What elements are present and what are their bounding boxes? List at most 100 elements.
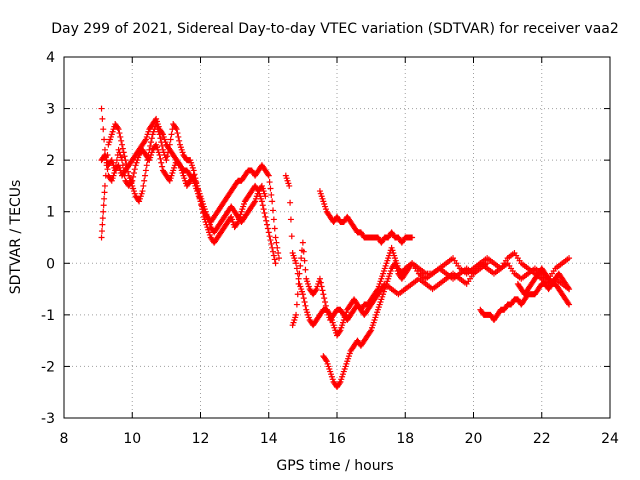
data-point <box>165 145 172 152</box>
data-point <box>299 291 306 298</box>
series-track-i <box>514 265 573 298</box>
data-point <box>270 252 277 259</box>
data-point <box>288 233 295 240</box>
data-point <box>130 170 137 177</box>
data-point <box>566 286 573 293</box>
data-point <box>270 207 277 214</box>
data-point <box>266 179 273 186</box>
grid <box>64 57 610 418</box>
data-point <box>100 202 107 209</box>
data-point <box>269 244 276 251</box>
data-point <box>301 257 308 264</box>
data-point <box>117 133 124 140</box>
data-point <box>234 220 241 227</box>
data-point <box>101 189 108 196</box>
data-point <box>167 136 174 143</box>
data-point <box>272 234 279 241</box>
data-point <box>409 234 416 241</box>
data-point <box>336 328 343 335</box>
y-tick-label: -1 <box>41 308 55 324</box>
y-tick-label: -3 <box>41 411 55 427</box>
data-point <box>148 135 155 142</box>
data-point <box>157 135 164 142</box>
data-point <box>115 126 122 133</box>
data-point <box>141 177 148 184</box>
y-tick-label: 0 <box>46 256 55 272</box>
data-point <box>300 248 307 255</box>
data-point <box>190 167 197 174</box>
data-point <box>264 225 271 232</box>
data-point <box>268 191 275 198</box>
data-point <box>293 265 300 272</box>
data-point <box>156 151 163 158</box>
data-point <box>124 164 131 171</box>
data-point <box>266 233 273 240</box>
data-point <box>261 210 268 217</box>
data-point <box>158 139 165 146</box>
data-point <box>157 155 164 162</box>
data-point <box>163 157 170 164</box>
data-point <box>317 279 324 286</box>
x-axis-label: GPS time / hours <box>276 458 393 474</box>
data-point <box>302 266 309 273</box>
data-point <box>129 177 136 184</box>
data-point <box>121 153 128 160</box>
data-point <box>267 237 274 244</box>
data-point <box>268 240 275 247</box>
data-point <box>275 255 282 262</box>
data-point <box>320 291 327 298</box>
data-point <box>270 248 277 255</box>
data-point <box>300 295 307 302</box>
x-tick-label: 18 <box>396 431 414 447</box>
data-point <box>274 244 281 251</box>
x-tick-label: 24 <box>601 431 619 447</box>
data-point <box>264 171 271 178</box>
data-point <box>131 166 138 173</box>
series-track-d <box>282 172 573 339</box>
x-tick-label: 20 <box>465 431 483 447</box>
data-point <box>101 136 108 143</box>
data-point <box>298 255 305 262</box>
data-point <box>120 167 127 174</box>
data-point <box>299 239 306 246</box>
data-point <box>293 311 300 318</box>
data-point <box>113 162 120 169</box>
data-point <box>142 137 149 144</box>
data-point <box>265 172 272 179</box>
data-point <box>295 275 302 282</box>
data-point <box>101 146 108 153</box>
series-track-g <box>316 188 416 246</box>
data-point <box>123 161 130 168</box>
data-point <box>336 380 343 387</box>
data-point <box>168 131 175 138</box>
data-point <box>99 221 106 228</box>
data-point <box>166 141 173 148</box>
data-point <box>265 229 272 236</box>
y-axis-label: SDTVAR / TECUs <box>8 180 24 295</box>
series-track-h <box>477 280 573 324</box>
data-point <box>262 213 269 220</box>
data-point <box>297 262 304 269</box>
data-point <box>176 161 183 168</box>
data-point <box>159 163 166 170</box>
data-point <box>175 133 182 140</box>
data-point <box>174 130 181 137</box>
data-point <box>312 287 319 294</box>
data-point <box>116 130 123 137</box>
data-point <box>98 228 105 235</box>
data-point <box>565 300 572 307</box>
data-point <box>124 168 131 175</box>
data-point <box>295 280 302 287</box>
data-point <box>103 159 110 166</box>
data-point <box>128 179 135 186</box>
data-point <box>102 153 109 160</box>
y-tick-label: 1 <box>46 205 55 221</box>
data-point <box>318 283 325 290</box>
data-point <box>322 298 329 305</box>
data-point <box>142 167 149 174</box>
data-point <box>130 173 137 180</box>
data-point <box>113 157 120 164</box>
data-point <box>260 206 267 213</box>
